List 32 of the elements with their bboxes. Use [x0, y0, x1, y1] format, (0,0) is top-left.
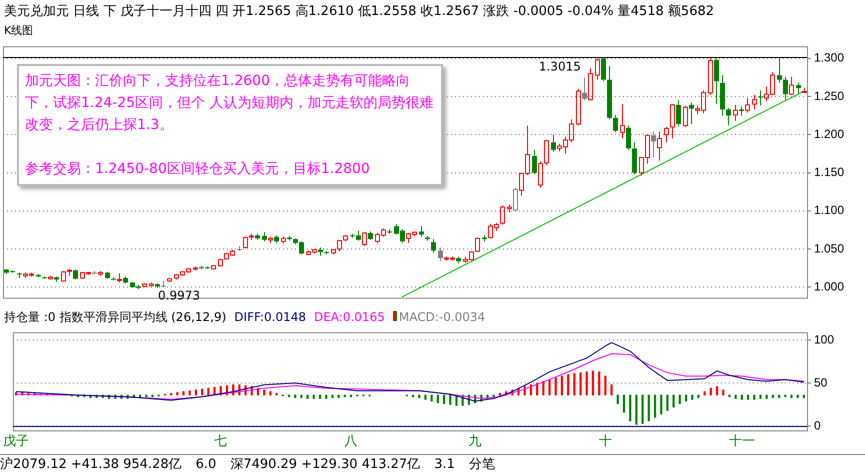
legend-label: MACD:-0.0034	[398, 310, 486, 324]
x-tick-label: 十	[598, 432, 612, 448]
y-tick-label: 1.250	[814, 88, 844, 103]
chart-title: 持仓量 :0 指数平滑异同平均线 (26,12,9)	[4, 310, 226, 324]
x-tick-label: 七	[214, 432, 228, 448]
y-tick-label: 1.100	[814, 203, 844, 218]
text: 深7490.29 +129.30 413.27亿	[230, 457, 420, 472]
y-tick-label: 1.000	[814, 279, 844, 294]
x-tick-label: 十一	[728, 432, 755, 448]
text: 6.0	[196, 457, 216, 472]
annotation: 1.3015	[538, 59, 581, 74]
y-tick-label: 0	[814, 418, 821, 432]
text: 分笔	[468, 457, 495, 472]
y-tick-label: 1.300	[814, 50, 844, 65]
x-tick-label: 九	[468, 432, 482, 448]
annotation: 0.9973	[158, 288, 200, 302]
y-tick-label: 1.200	[814, 126, 844, 141]
text: 3.1	[434, 457, 455, 472]
text: DIFF:0.0148	[234, 310, 306, 324]
x-tick-label: 八	[344, 432, 358, 448]
chart-subtitle: K线图	[4, 23, 34, 38]
annotation: 参考交易：1.2450-80区间轻仓买入美元，目标1.2800	[25, 160, 371, 179]
y-tick-label: 1.150	[814, 165, 844, 180]
text: DEA:0.0165	[314, 310, 385, 324]
chart-title: 美元兑加元 日线 下 戊子十一月十四 四 开1.2565 高1.2610 低1.2558 收1.2567 涨跌 -0.0005 -0.04% 量4518 额5682	[4, 4, 714, 19]
y-tick-label: 100	[814, 332, 834, 346]
y-tick-label: 1.050	[814, 241, 844, 256]
x-tick-label: 戊子	[3, 432, 30, 448]
text: 沪2079.12 +41.38 954.28亿	[0, 457, 182, 472]
annotation: 加元天图：汇价向下，支持位在1.2600，总体走势有可能略向下，试探1.24-25区间，但个 人认为短期内，加元走软的局势很难改变，之后仍上探1.3。	[25, 72, 434, 135]
text-box: 加元天图：汇价向下，支持位在1.2600，总体走势有可能略向下，试探1.24-25区间，但个 人认为短期内，加元走软的局势很难改变，之后仍上探1.3。 参考交易：1.2450-80区间轻仓买入美元，目标1.2800	[17, 64, 443, 186]
y-tick-label: 50	[814, 375, 828, 390]
